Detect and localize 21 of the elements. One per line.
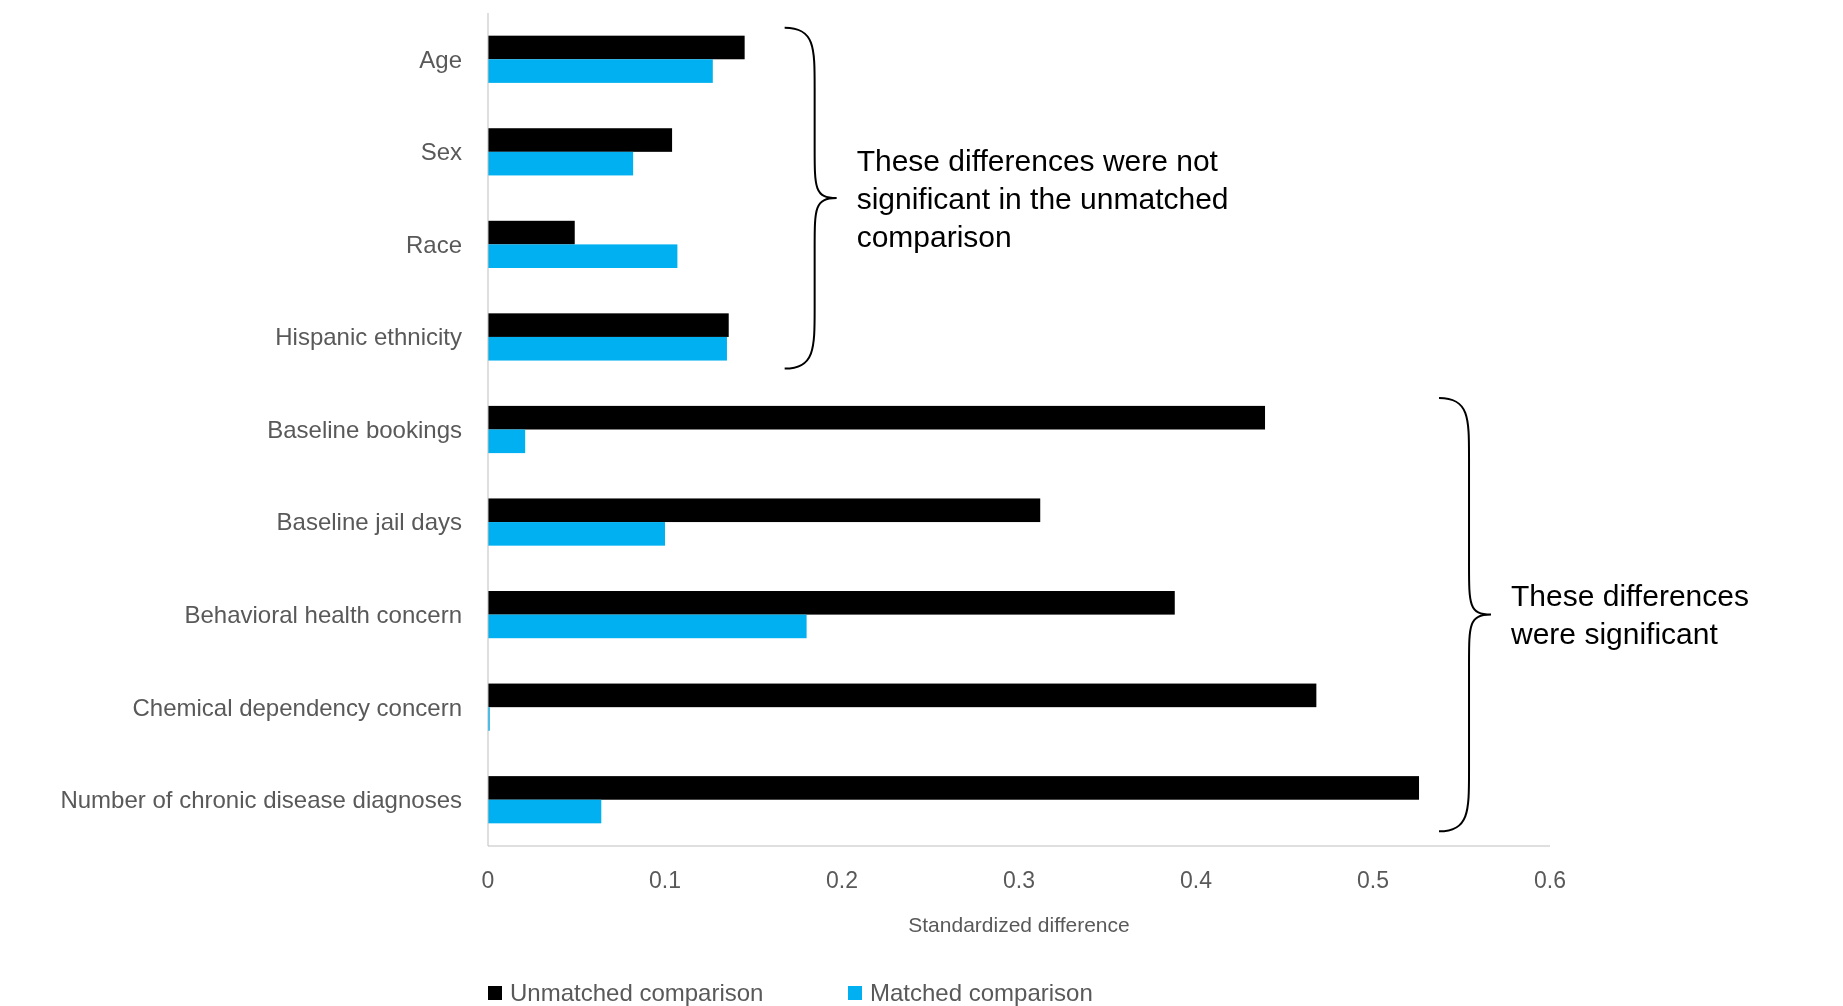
- y-tick-label: Chemical dependency concern: [132, 693, 462, 721]
- x-axis-title: Standardized difference: [908, 913, 1130, 936]
- y-tick-label: Sex: [420, 138, 462, 166]
- annotation: These differences were significant: [1510, 579, 1749, 651]
- y-tick-label: Race: [405, 230, 462, 258]
- x-tick-label: 0: [481, 867, 495, 893]
- x-tick-label: 0.2: [826, 867, 858, 893]
- legend-label: Matched comparison: [870, 979, 1093, 1006]
- y-tick-label: Behavioral health concern: [184, 601, 462, 629]
- y-tick-label: Baseline bookings: [267, 415, 462, 443]
- legend-label: Unmatched comparison: [510, 979, 764, 1006]
- x-tick-label: 0.6: [1534, 867, 1566, 893]
- y-tick-label: Age: [419, 45, 462, 73]
- y-tick-label: Hispanic ethnicity: [275, 323, 462, 351]
- x-tick-label: 0.1: [649, 867, 681, 893]
- y-tick-label: Number of chronic disease diagnoses: [60, 786, 462, 814]
- x-tick-label: 0.5: [1357, 867, 1389, 893]
- y-tick-label: Baseline jail days: [276, 508, 462, 536]
- annotation: These differences were not significant in the unmatched comparison: [856, 143, 1229, 253]
- x-tick-label: 0.4: [1180, 867, 1213, 893]
- x-tick-label: 0.3: [1003, 867, 1035, 893]
